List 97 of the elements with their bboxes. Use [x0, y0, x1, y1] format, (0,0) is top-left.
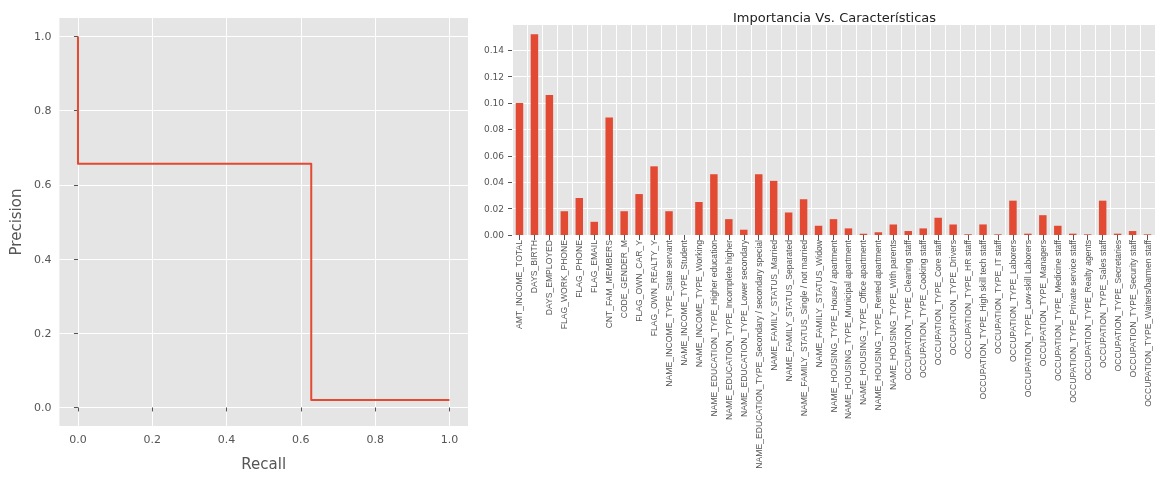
bar — [695, 201, 703, 235]
x-tick-label: CODE_GENDER_M — [619, 240, 630, 319]
x-tick-label: NAME_FAMILY_STATUS_Married — [768, 239, 779, 371]
x-tick-label: NAME_INCOME_TYPE_Student — [678, 239, 689, 366]
x-tick-label: OCCUPATION_TYPE_IT staff — [992, 239, 1003, 354]
bar — [904, 231, 913, 235]
bar — [710, 174, 718, 235]
x-tick-label: NAME_HOUSING_TYPE_Municipal apartment — [843, 239, 854, 420]
x-tick-label: OCCUPATION_TYPE_Managers — [1037, 240, 1048, 367]
x-tick-label: NAME_FAMILY_STATUS_Single / not married — [798, 239, 809, 417]
bar — [530, 34, 539, 235]
y-tick-label: 0.12 — [483, 71, 504, 82]
bar — [740, 229, 748, 235]
bar — [889, 224, 898, 235]
bar — [545, 95, 554, 235]
x-tick-label: NAME_EDUCATION_TYPE_Secondary / secondary special — [753, 239, 764, 469]
y-tick-label: 0.14 — [483, 45, 505, 56]
bar — [1054, 225, 1062, 235]
y-tick-label: 0.08 — [483, 124, 505, 135]
x-axis-title: Recall — [241, 454, 287, 473]
x-tick-label: NAME_EDUCATION_TYPE_Lower secondary — [738, 239, 749, 418]
x-tick-label: NAME_HOUSING_TYPE_With parents — [888, 240, 899, 390]
bar — [874, 232, 883, 235]
x-tick-label: FLAG_WORK_PHONE — [559, 239, 570, 330]
x-tick-label: FLAG_EMAIL — [589, 239, 600, 294]
x-tick-label: 0.0 — [69, 433, 87, 446]
bar — [605, 117, 613, 235]
x-tick-label: NAME_INCOME_TYPE_State servant — [664, 239, 675, 387]
y-tick-label: 0.8 — [33, 104, 52, 118]
x-tick-label: OCCUPATION_TYPE_HR staff — [963, 239, 974, 359]
x-tick-label: NAME_EDUCATION_TYPE_Incomplete higher — [723, 239, 734, 420]
bar — [979, 224, 987, 235]
x-tick-label: DAYS_EMPLOYED — [544, 240, 555, 316]
x-tick-label: NAME_INCOME_TYPE_Working — [693, 239, 704, 368]
x-tick-label: OCCUPATION_TYPE_Waiters/barmen staff — [1142, 239, 1153, 407]
x-tick-label: OCCUPATION_TYPE_Medicine staff — [1052, 239, 1063, 381]
y-tick-label: 0.6 — [33, 178, 52, 192]
x-tick-label: NAME_HOUSING_TYPE_Rented apartment — [873, 239, 884, 411]
x-tick-label: 1.0 — [440, 433, 459, 446]
x-tick-label: NAME_FAMILY_STATUS_Widow — [813, 239, 824, 368]
x-tick-label: CNT_FAM_MEMBERS — [604, 239, 615, 329]
x-tick-label: NAME_HOUSING_TYPE_House / apartment — [828, 239, 839, 413]
x-tick-label: OCCUPATION_TYPE_Security staff — [1127, 239, 1138, 378]
bar — [590, 221, 598, 235]
bar — [650, 166, 658, 235]
y-tick-label: 0.00 — [483, 230, 505, 240]
y-tick-label: 0.06 — [483, 150, 505, 161]
x-tick-label: OCCUPATION_TYPE_Drivers — [948, 240, 959, 356]
y-tick-label: 1.0 — [33, 30, 52, 44]
bar — [1098, 200, 1107, 235]
bar — [560, 211, 569, 235]
x-tick-label: NAME_FAMILY_STATUS_Separated — [783, 239, 794, 382]
bar — [1009, 200, 1017, 235]
x-tick-label: OCCUPATION_TYPE_Realty agents — [1082, 240, 1093, 381]
y-tick-label: 0.02 — [483, 203, 504, 214]
x-tick-label: 0.8 — [366, 433, 384, 446]
x-tick-label: FLAG_OWN_CAR_Y — [634, 239, 645, 322]
y-axis-title: Precision — [6, 188, 25, 256]
x-tick-label: OCCUPATION_TYPE_High skill tech staff — [978, 239, 989, 400]
bar — [725, 219, 733, 235]
bar — [620, 211, 628, 235]
bar — [934, 217, 942, 235]
bar — [769, 180, 778, 235]
bar — [1128, 231, 1137, 235]
x-tick-label: OCCUPATION_TYPE_Laborers — [1007, 240, 1018, 362]
x-tick-label: 0.6 — [292, 433, 310, 446]
x-tick-label: OCCUPATION_TYPE_Cleaning staff — [903, 239, 914, 381]
x-tick-label: OCCUPATION_TYPE_Secretaries — [1112, 240, 1123, 372]
bar — [829, 219, 838, 235]
x-tick-label: OCCUPATION_TYPE_Sales staff — [1097, 239, 1108, 368]
bar — [919, 228, 927, 235]
bar — [949, 224, 957, 235]
bar — [799, 199, 808, 235]
x-tick-label: OCCUPATION_TYPE_Low-skill Laborers — [1022, 240, 1033, 398]
x-tick-label: 0.4 — [217, 433, 236, 446]
x-tick-label: NAME_HOUSING_TYPE_Office apartment — [858, 239, 869, 406]
x-tick-label: OCCUPATION_TYPE_Cooking staff — [918, 239, 929, 379]
bar — [1039, 215, 1047, 235]
x-tick-label: FLAG_OWN_REALTY_Y — [649, 239, 660, 337]
x-tick-label: NAME_EDUCATION_TYPE_Higher education — [708, 239, 719, 417]
bar — [665, 211, 673, 235]
bar — [784, 212, 793, 235]
y-tick-label: 0.04 — [483, 177, 505, 188]
x-tick-label: AMT_INCOME_TOTAL — [514, 239, 525, 329]
bar — [814, 225, 823, 235]
x-tick-label: 0.2 — [143, 433, 162, 446]
y-tick-label: 0.10 — [483, 97, 505, 108]
chart-title: Importancia Vs. Características — [733, 10, 937, 25]
bar — [515, 102, 524, 235]
x-tick-label: DAYS_BIRTH — [529, 240, 540, 294]
bar — [575, 198, 584, 235]
bar — [844, 228, 853, 235]
bar — [754, 174, 763, 235]
x-tick-label: FLAG_PHONE — [574, 239, 585, 298]
x-tick-label: OCCUPATION_TYPE_Private service staff — [1067, 239, 1078, 403]
x-tick-label: OCCUPATION_TYPE_Core staff — [933, 239, 944, 366]
bar — [635, 194, 643, 235]
